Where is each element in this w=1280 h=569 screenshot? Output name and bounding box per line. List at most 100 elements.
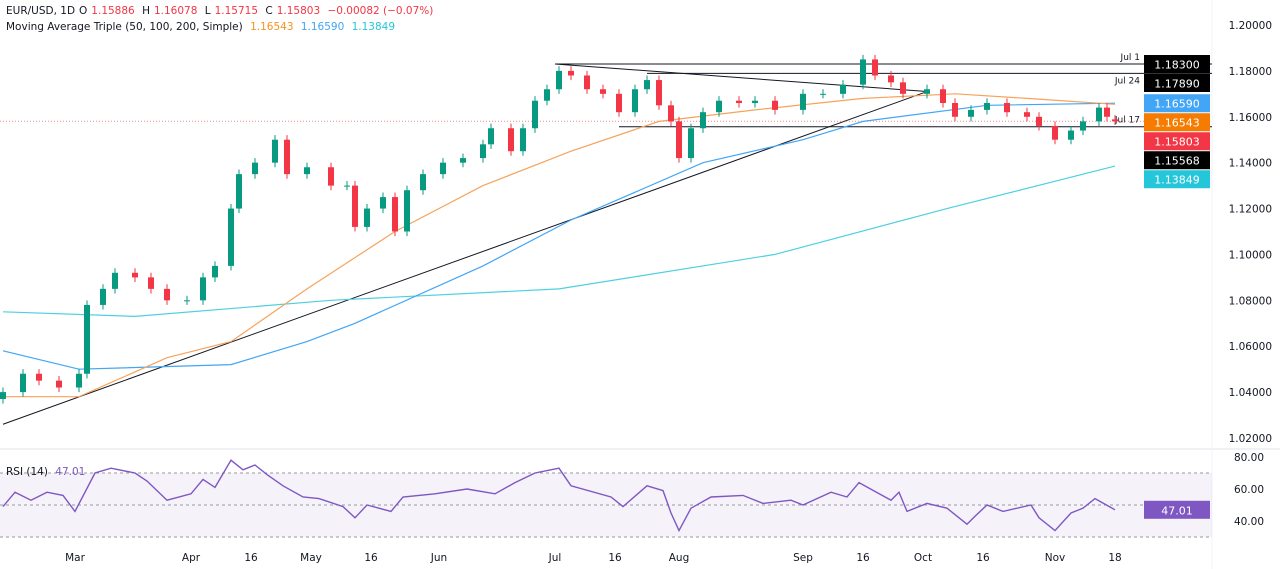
candle-body bbox=[480, 144, 486, 159]
ma200-value: 1.13849 bbox=[351, 21, 396, 33]
candle-body bbox=[508, 128, 514, 152]
candle-body bbox=[252, 162, 258, 175]
close-label: C bbox=[265, 5, 273, 17]
candle-body bbox=[952, 103, 958, 117]
candle-body bbox=[968, 109, 974, 117]
price-badge-bg bbox=[1144, 170, 1210, 189]
candle-body bbox=[752, 100, 758, 104]
candle-body bbox=[488, 128, 494, 145]
time-tick-label: 18 bbox=[1108, 552, 1121, 564]
candle-body bbox=[304, 167, 310, 175]
price-tick-label: 1.12000 bbox=[1229, 204, 1272, 216]
rsi-legend: RSI (14) 47.01 bbox=[6, 466, 89, 478]
level-label: Jul 17 bbox=[1114, 116, 1140, 126]
time-tick-label: 16 bbox=[244, 552, 258, 564]
time-tick-label: Jun bbox=[430, 552, 447, 564]
time-tick-label: 16 bbox=[856, 552, 870, 564]
open-value: 1.15886 bbox=[91, 5, 135, 17]
price-tick-label: 1.14000 bbox=[1229, 158, 1272, 170]
candle-body bbox=[736, 100, 742, 104]
level-price-badge: 1.17890 bbox=[1154, 78, 1200, 91]
candle-body bbox=[676, 121, 682, 159]
time-tick-label: 16 bbox=[976, 552, 990, 564]
candle-body bbox=[1004, 103, 1010, 113]
candle-body bbox=[600, 89, 606, 94]
time-tick-label: Nov bbox=[1045, 552, 1066, 564]
close-value: 1.15803 bbox=[276, 5, 321, 17]
rsi-tick-label: 60.00 bbox=[1234, 484, 1264, 496]
time-tick-label: Aug bbox=[669, 552, 690, 564]
candle-body bbox=[520, 128, 526, 152]
candle-body bbox=[584, 75, 590, 90]
candle-body bbox=[236, 174, 242, 209]
candle-body bbox=[900, 82, 906, 94]
price-tick-label: 1.20000 bbox=[1229, 20, 1272, 32]
rsi-line bbox=[2, 459, 1116, 533]
candle-body bbox=[364, 208, 370, 227]
price-tick-label: 1.16000 bbox=[1229, 112, 1272, 124]
time-tick-label: Jul bbox=[548, 552, 562, 564]
rsi-badge-bg bbox=[1144, 500, 1210, 519]
candle-body bbox=[940, 89, 946, 104]
level-price-badge-bg bbox=[1144, 55, 1210, 74]
price-tick-label: 1.10000 bbox=[1229, 249, 1272, 261]
price-badge-bg bbox=[1144, 132, 1210, 151]
candle-body bbox=[888, 75, 894, 83]
price-badge: 1.13849 bbox=[1154, 174, 1200, 187]
rsi-value: 47.01 bbox=[55, 466, 86, 478]
price-badge: 1.15803 bbox=[1154, 136, 1200, 149]
candle-body bbox=[700, 112, 706, 129]
candle-body bbox=[872, 59, 878, 76]
candle-body bbox=[200, 277, 206, 301]
candle-body bbox=[460, 158, 466, 163]
candle-body bbox=[556, 70, 562, 90]
candle-body bbox=[420, 174, 426, 191]
candle-body bbox=[392, 197, 398, 232]
candle-body bbox=[328, 167, 334, 186]
candle-body bbox=[568, 70, 574, 76]
candle-body bbox=[112, 272, 118, 289]
rsi-badge: 47.01 bbox=[1161, 504, 1193, 517]
candle-body bbox=[212, 265, 218, 278]
candle-body bbox=[132, 272, 138, 278]
candle-body bbox=[84, 304, 90, 374]
price-badge: 1.16590 bbox=[1154, 98, 1200, 111]
level-label: Jul 1 bbox=[1120, 53, 1140, 63]
rsi-label: RSI (14) bbox=[6, 466, 48, 478]
level-price-badge: 1.15568 bbox=[1154, 155, 1200, 168]
candle-body bbox=[1080, 121, 1086, 131]
candle-body bbox=[36, 373, 42, 381]
candle-body bbox=[656, 80, 662, 106]
candle-body bbox=[1096, 107, 1102, 122]
level-price-badge-bg bbox=[1144, 74, 1210, 93]
candle-body bbox=[644, 80, 650, 90]
candle-body bbox=[0, 392, 6, 399]
candle-body bbox=[616, 93, 622, 113]
candle-body bbox=[1052, 125, 1058, 140]
candle-body bbox=[1104, 107, 1110, 117]
ma100-line bbox=[2, 102, 1116, 370]
candle-body bbox=[716, 100, 722, 113]
candle-body bbox=[1036, 116, 1042, 126]
candle-body bbox=[344, 185, 350, 187]
time-tick-label: Sep bbox=[793, 552, 813, 564]
price-tick-label: 1.06000 bbox=[1229, 341, 1272, 353]
candle-body bbox=[984, 103, 990, 110]
ma-legend: Moving Average Triple (50, 100, 200, Sim… bbox=[6, 21, 399, 33]
candle-body bbox=[800, 93, 806, 110]
price-tick-label: 1.18000 bbox=[1229, 66, 1272, 78]
candle-body bbox=[148, 277, 154, 289]
candle-body bbox=[404, 190, 410, 232]
open-label: O bbox=[79, 5, 88, 17]
candle-body bbox=[924, 89, 930, 94]
time-tick-label: 16 bbox=[608, 552, 622, 564]
candle-body bbox=[352, 185, 358, 227]
trendline bbox=[554, 63, 928, 93]
candle-body bbox=[1112, 119, 1118, 122]
high-value: 1.16078 bbox=[153, 5, 198, 17]
level-label: Jul 24 bbox=[1114, 76, 1140, 86]
time-tick-label: Mar bbox=[65, 552, 85, 564]
